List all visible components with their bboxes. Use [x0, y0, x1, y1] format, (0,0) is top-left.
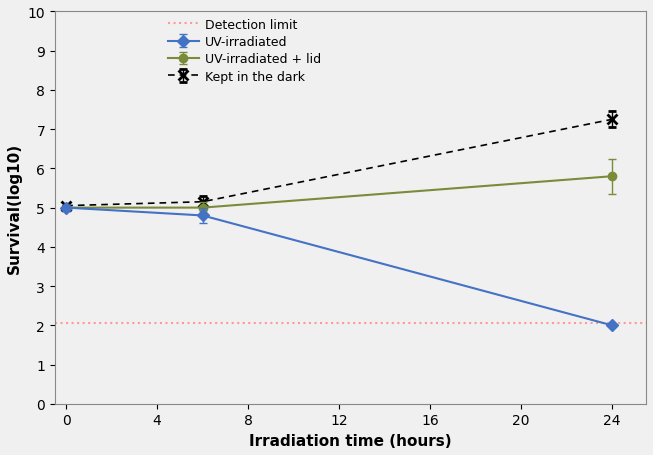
Y-axis label: Survival(log10): Survival(log10)	[7, 143, 22, 273]
X-axis label: Irradiation time (hours): Irradiation time (hours)	[249, 433, 452, 448]
Detection limit	[85, 321, 93, 326]
Legend: Detection limit, UV-irradiated, UV-irradiated + lid, Kept in the dark: Detection limit, UV-irradiated, UV-irrad…	[168, 19, 321, 84]
Detection limit	[62, 321, 70, 326]
